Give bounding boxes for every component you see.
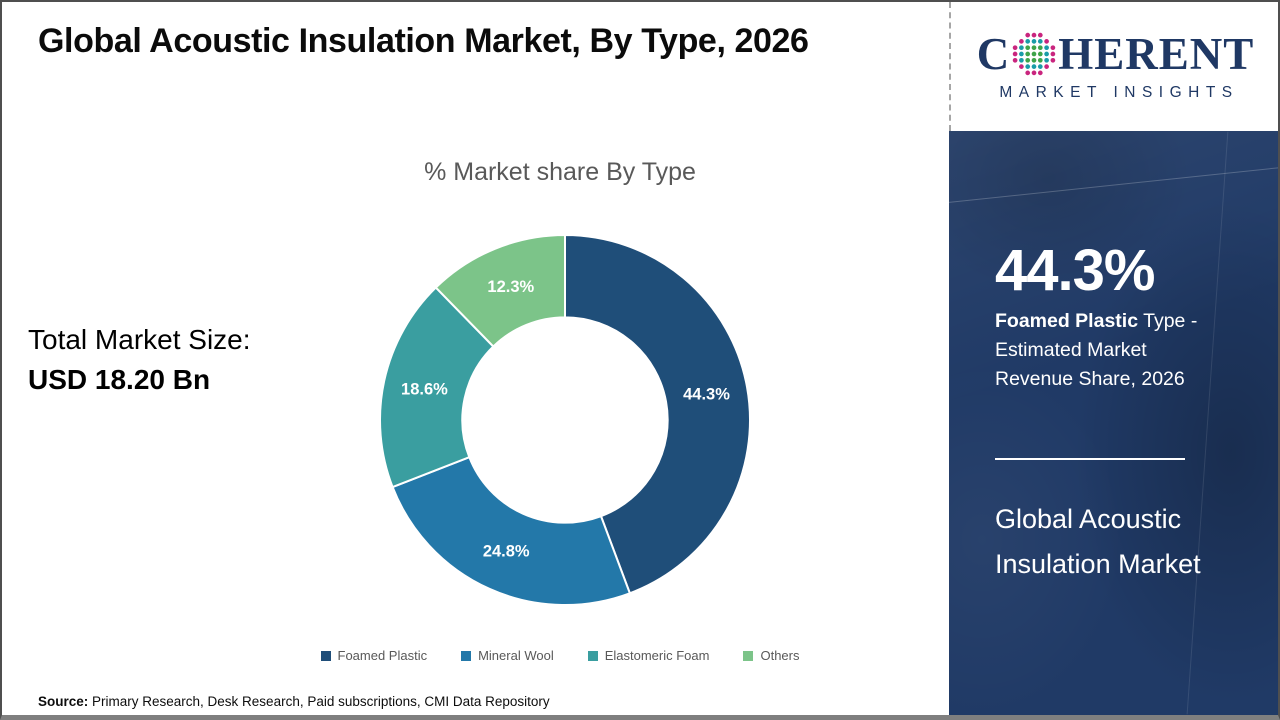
source-note: Source: Primary Research, Desk Research,… (38, 694, 550, 709)
chart-legend: Foamed Plastic Mineral Wool Elastomeric Fo… (170, 648, 950, 663)
brand-logo: C HERENT MARKET INSIGHTS (949, 2, 1278, 131)
donut-segment-others (434, 233, 566, 348)
brand-tagline: MARKET INSIGHTS (999, 83, 1239, 101)
legend-label: Elastomeric Foam (604, 648, 710, 663)
legend-label: Foamed Plastic (337, 648, 428, 663)
brand-wordmark: C HERENT (976, 28, 1255, 79)
donut-label-mineral-wool: 24.8% (483, 542, 530, 560)
donut-label-elastomeric-foam: 18.6% (401, 381, 448, 399)
dotted-globe-icon (1012, 32, 1056, 76)
page-title: Global Acoustic Insulation Market, By Ty… (38, 22, 809, 60)
source-label: Source: (38, 694, 89, 709)
donut-segment-foamed-plastic (564, 233, 751, 595)
highlight-stat-value: 44.3% (995, 238, 1155, 303)
legend-swatch-others (743, 650, 754, 661)
highlight-stat-rest: Type - Estimated Market Revenue Share, 2… (995, 310, 1198, 390)
legend-swatch-foamed-plastic (320, 650, 331, 661)
donut-chart: 44.3% 24.8% 18.6% 12.3% (379, 233, 751, 606)
legend-label: Others (760, 648, 800, 663)
donut-segment-elastomeric-foam (379, 286, 495, 489)
total-market-value: USD 18.20 Bn (28, 364, 211, 395)
total-market-label: Total Market Size: (28, 324, 251, 355)
brand-letters-rest: HERENT (1058, 28, 1255, 79)
highlight-stat-segment: Foamed Plastic (995, 310, 1139, 332)
right-column: C HERENT MARKET INSIGHTS 44.3% Foamed Pl… (949, 2, 1278, 715)
legend-item-elastomeric-foam: Elastomeric Foam (587, 648, 710, 663)
legend-item-foamed-plastic: Foamed Plastic (320, 648, 428, 663)
chart-title: % Market share By Type (424, 158, 696, 186)
legend-item-others: Others (743, 648, 799, 663)
legend-swatch-elastomeric-foam (587, 650, 598, 661)
legend-item-mineral-wool: Mineral Wool (461, 648, 554, 663)
highlight-sidebar: 44.3% Foamed Plastic Type - Estimated Ma… (949, 131, 1278, 715)
sidebar-market-title: Global Acoustic Insulation Market (995, 504, 1201, 579)
brand-letter-c: C (976, 28, 1011, 79)
legend-label: Mineral Wool (478, 648, 554, 663)
legend-swatch-mineral-wool (461, 650, 472, 661)
sidebar-divider (995, 458, 1185, 460)
donut-label-foamed-plastic: 44.3% (683, 385, 730, 403)
highlight-stat-description: Foamed Plastic Type - Estimated Market R… (995, 307, 1219, 394)
total-market-block: Total Market Size: USD 18.20 Bn (28, 324, 251, 396)
donut-label-others: 12.3% (487, 278, 534, 296)
donut-segment-mineral-wool (391, 455, 632, 606)
source-text: Primary Research, Desk Research, Paid su… (88, 694, 550, 709)
